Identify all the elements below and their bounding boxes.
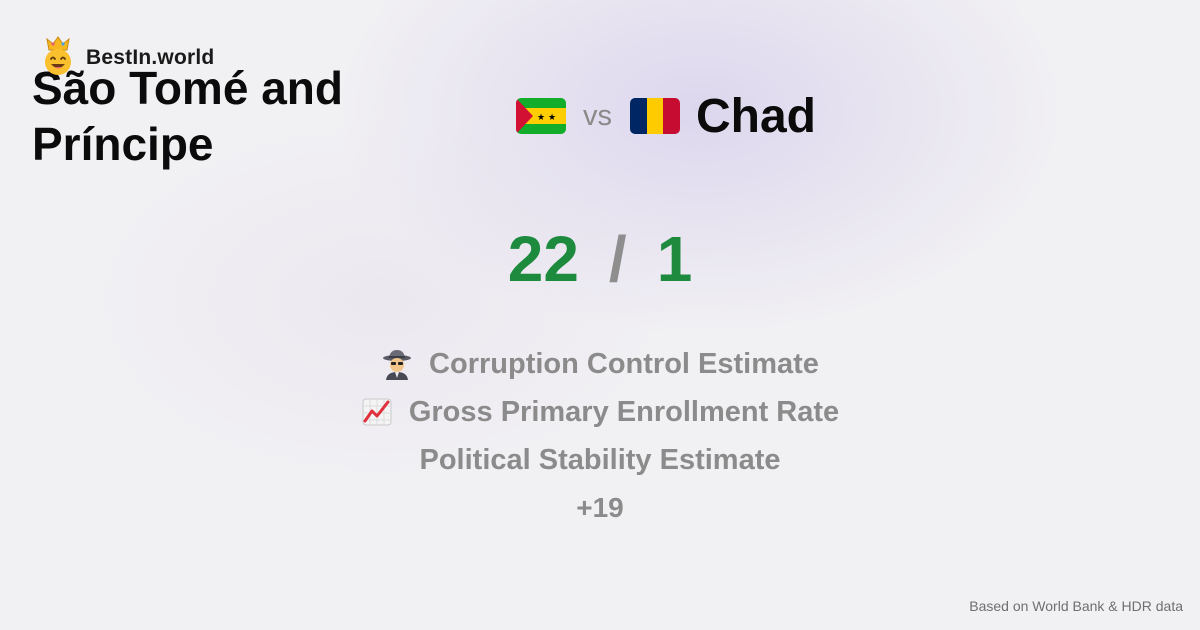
score-separator: / [608,223,627,295]
sao-tome-flag-icon: ★ ★ [516,98,566,134]
more-metrics-count: +19 [576,492,624,523]
metric-label: Political Stability Estimate [419,444,781,476]
data-source-note: Based on World Bank & HDR data [969,598,1183,614]
left-country-name: São Tomé and Príncipe [32,62,343,170]
brand-name: BestIn.world [86,46,215,69]
versus-row: ★ ★ vs Chad [516,89,816,143]
metric-label: Gross Primary Enrollment Rate [408,396,840,428]
right-score: 1 [656,223,693,295]
svg-text:★: ★ [548,113,556,123]
metric-political-stability: Political Stability Estimate [0,436,1200,484]
vs-label: vs [583,99,612,132]
chad-flag-icon [630,98,680,134]
svg-text:★: ★ [537,113,545,123]
score-row: 22 / 1 [0,222,1200,296]
metric-corruption-control: Corruption Control Estimate [0,340,1200,388]
spy-icon [383,350,412,380]
metric-label: Corruption Control Estimate [429,348,819,380]
brand[interactable]: BestIn.world [40,36,214,76]
left-score: 22 [507,223,579,295]
metrics-list: Corruption Control Estimate Gross Primar… [0,340,1200,532]
metric-enrollment-rate: Gross Primary Enrollment Rate [0,388,1200,436]
crowned-smiley-icon [45,36,71,75]
right-country-name: Chad [696,89,816,143]
chart-increasing-icon [362,398,392,426]
